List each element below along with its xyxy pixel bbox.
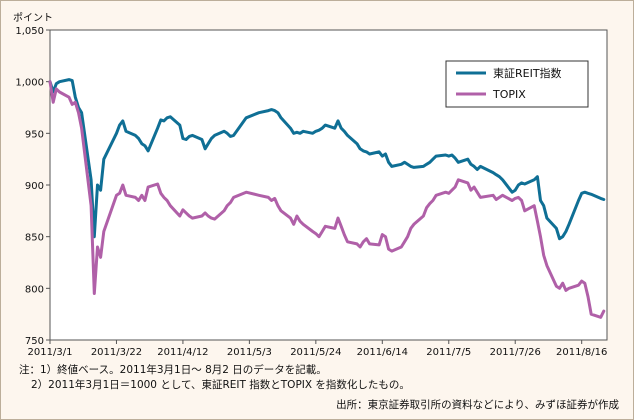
x-tick-label: 2011/8/16: [556, 347, 607, 358]
y-tick-label: 1,050: [15, 26, 44, 37]
y-axis: 750 800 850 900 950 1,000 1,050: [15, 26, 50, 347]
x-tick-label: 2011/4/12: [157, 347, 208, 358]
source-note: 出所：東京証券取引所の資料などにより、みずほ証券が作成: [336, 399, 619, 411]
x-tick-label: 2011/5/24: [290, 347, 341, 358]
y-tick-label: 850: [25, 233, 44, 244]
y-axis-unit-label: ポイント: [13, 12, 53, 24]
legend-label-topix: TOPIX: [492, 88, 526, 101]
y-tick-label: 1,000: [15, 78, 44, 89]
legend: 東証REIT指数 TOPIX: [445, 60, 589, 108]
y-tick-label: 900: [25, 181, 44, 192]
legend-label-reit: 東証REIT指数: [493, 66, 562, 80]
y-tick-label: 800: [25, 284, 44, 295]
series-line-topix: [48, 80, 606, 319]
note-line-2: 2）2011年3月1日＝1000 として、東証REIT 指数とTOPIX を指数…: [31, 379, 410, 391]
series-layer: [48, 78, 606, 319]
x-axis: 2011/3/1 2011/3/22 2011/4/12 2011/5/3 2011/5…: [28, 340, 607, 358]
legend-box: [445, 60, 589, 108]
note-line-1: 注：1）終値ベース。2011年3月1日～ 8月2 日のデータを記載。: [19, 364, 327, 376]
series-line-reit: [48, 78, 606, 241]
x-tick-label: 2011/3/1: [28, 347, 73, 358]
x-tick-label: 2011/3/22: [91, 347, 142, 358]
x-tick-label: 2011/7/26: [490, 347, 541, 358]
y-tick-label: 750: [25, 336, 44, 347]
x-tick-label: 2011/7/5: [426, 347, 471, 358]
x-tick-label: 2011/5/3: [227, 347, 272, 358]
x-tick-label: 2011/6/14: [357, 347, 408, 358]
y-tick-label: 950: [25, 129, 44, 140]
